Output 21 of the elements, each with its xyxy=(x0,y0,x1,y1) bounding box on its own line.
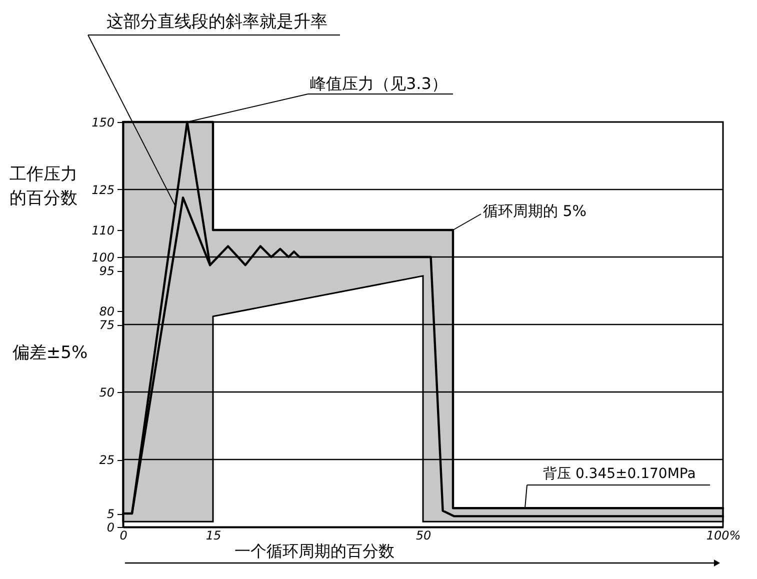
y-tick-label: 110 xyxy=(92,224,115,238)
annotation: 背压 0.345±0.170MPa xyxy=(543,466,696,482)
y-tick-label: 50 xyxy=(99,386,115,400)
y-tick-label: 150 xyxy=(92,116,115,130)
y-tick-label: 100 xyxy=(92,250,115,264)
y-axis-title: 工作压力的百分数 xyxy=(10,164,78,208)
annotation: 峰值压力（见3.3） xyxy=(310,74,448,93)
y-tick-label: 95 xyxy=(99,264,114,278)
text: 偏差±5% xyxy=(12,343,88,363)
x-tick-label: 15 xyxy=(206,528,222,542)
x-axis-title: 一个循环周期的百分数 xyxy=(234,542,394,560)
x-tick-label: 0 xyxy=(120,528,128,542)
y-tick-label: 75 xyxy=(99,318,114,332)
y-tick-label: 80 xyxy=(99,304,115,318)
x-tick-label: 100% xyxy=(706,528,741,542)
annotation: 这部分直线段的斜率就是升率 xyxy=(106,12,328,32)
annotation: 循环周期的 5% xyxy=(483,202,587,220)
y-tick-label: 25 xyxy=(99,453,114,467)
x-tick-label: 50 xyxy=(416,528,432,542)
y-tick-label: 125 xyxy=(92,183,114,197)
y-tick-label: 5 xyxy=(106,507,114,521)
